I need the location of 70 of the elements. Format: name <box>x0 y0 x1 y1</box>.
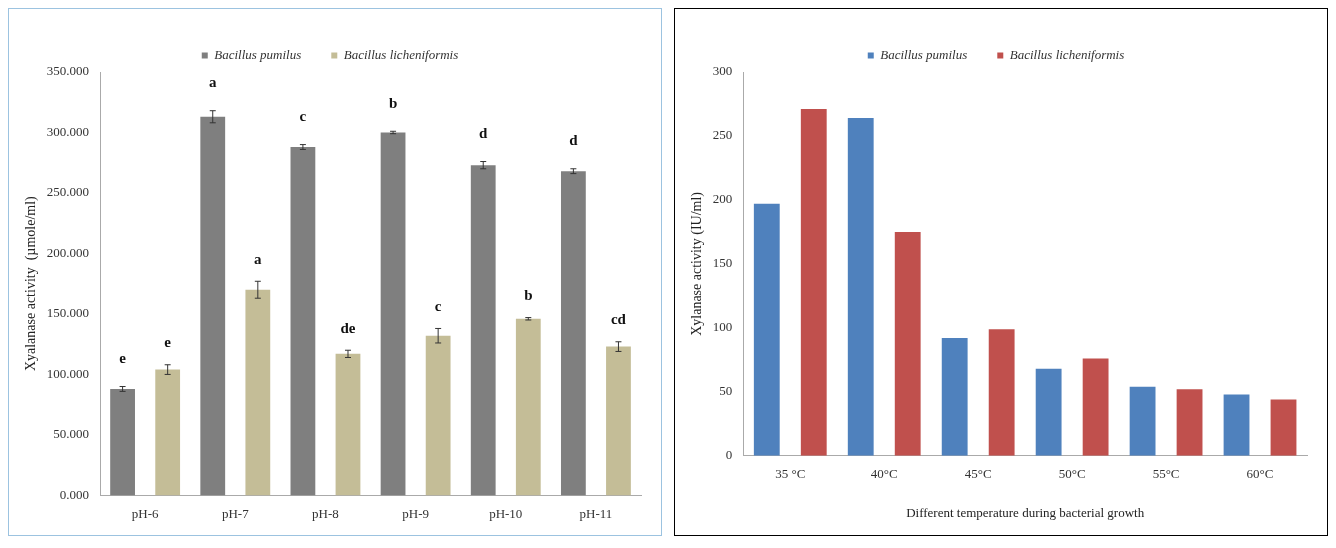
y-tick-label: 350.000 <box>46 63 90 79</box>
bar <box>606 346 631 496</box>
annotation: d <box>569 132 579 149</box>
x-tick-label: pH-9 <box>402 505 429 521</box>
legend-label: Bacillus licheniformis <box>343 46 459 62</box>
annotation: e <box>164 334 172 351</box>
bar <box>515 318 541 496</box>
x-tick-label: pH-10 <box>489 505 523 521</box>
x-tick-label: 45°C <box>964 466 992 482</box>
x-tick-label: 40°C <box>870 466 898 482</box>
bar <box>941 338 968 456</box>
y-tick-label: 300 <box>712 63 733 79</box>
y-tick-label: 250.000 <box>46 184 90 200</box>
bar <box>1082 358 1109 456</box>
y-tick-label: 0.000 <box>59 486 90 502</box>
x-tick-label: pH-7 <box>221 505 250 521</box>
annotation: cd <box>610 311 627 328</box>
bar <box>753 203 780 456</box>
bar <box>425 335 451 496</box>
bar <box>245 289 271 496</box>
legend-label: Bacillus pumilus <box>214 46 302 62</box>
x-tick-label: 60°C <box>1246 466 1274 482</box>
bar <box>470 165 496 496</box>
annotation: c <box>299 107 307 124</box>
x-tick-label: pH-11 <box>579 505 613 521</box>
bar <box>155 369 181 496</box>
y-tick-label: 200.000 <box>46 244 90 260</box>
y-tick-label: 100 <box>712 319 733 335</box>
y-tick-label: 50 <box>719 383 733 399</box>
y-tick-label: 150.000 <box>46 305 90 321</box>
legend-label: Bacillus licheniformis <box>1009 46 1125 62</box>
x-tick-label: 50°C <box>1058 466 1086 482</box>
bar <box>894 231 921 456</box>
annotation: a <box>209 74 217 91</box>
bar <box>110 388 135 496</box>
bar <box>1270 399 1297 456</box>
bar <box>335 353 361 496</box>
bar <box>380 132 406 496</box>
y-tick-label: 100.000 <box>46 365 90 381</box>
bar <box>800 109 827 456</box>
annotation: de <box>340 319 356 336</box>
y-axis-title: Xyalanase activity (µmole/ml) <box>23 195 40 372</box>
y-tick-label: 200 <box>712 191 733 207</box>
x-tick-label: pH-8 <box>312 505 339 521</box>
y-axis-title: Xylanase activity (IU/ml) <box>689 191 706 336</box>
y-tick-label: 250 <box>712 127 733 143</box>
annotation: d <box>479 124 489 141</box>
y-tick-label: 50.000 <box>53 426 90 442</box>
y-tick-label: 0 <box>725 447 733 463</box>
bar <box>1129 386 1156 456</box>
bar <box>290 147 316 496</box>
x-tick-label: pH-6 <box>131 505 159 521</box>
x-tick-label: 55°C <box>1152 466 1180 482</box>
legend-label: Bacillus pumilus <box>880 46 968 62</box>
x-axis-title: Different temperature during bacterial growth <box>906 504 1145 520</box>
bar <box>1176 389 1203 456</box>
annotation: b <box>388 94 398 111</box>
annotation: a <box>254 250 263 267</box>
bar <box>200 116 226 496</box>
annotation: c <box>434 297 442 314</box>
bar <box>847 118 874 456</box>
bar <box>1223 394 1250 456</box>
y-tick-label: 300.000 <box>46 123 90 139</box>
bar <box>1035 368 1062 456</box>
bar <box>988 329 1015 456</box>
bar <box>560 171 586 496</box>
y-tick-label: 150 <box>712 255 733 271</box>
annotation: b <box>524 286 533 303</box>
annotation: e <box>119 349 127 366</box>
x-tick-label: 35 °C <box>775 466 806 482</box>
